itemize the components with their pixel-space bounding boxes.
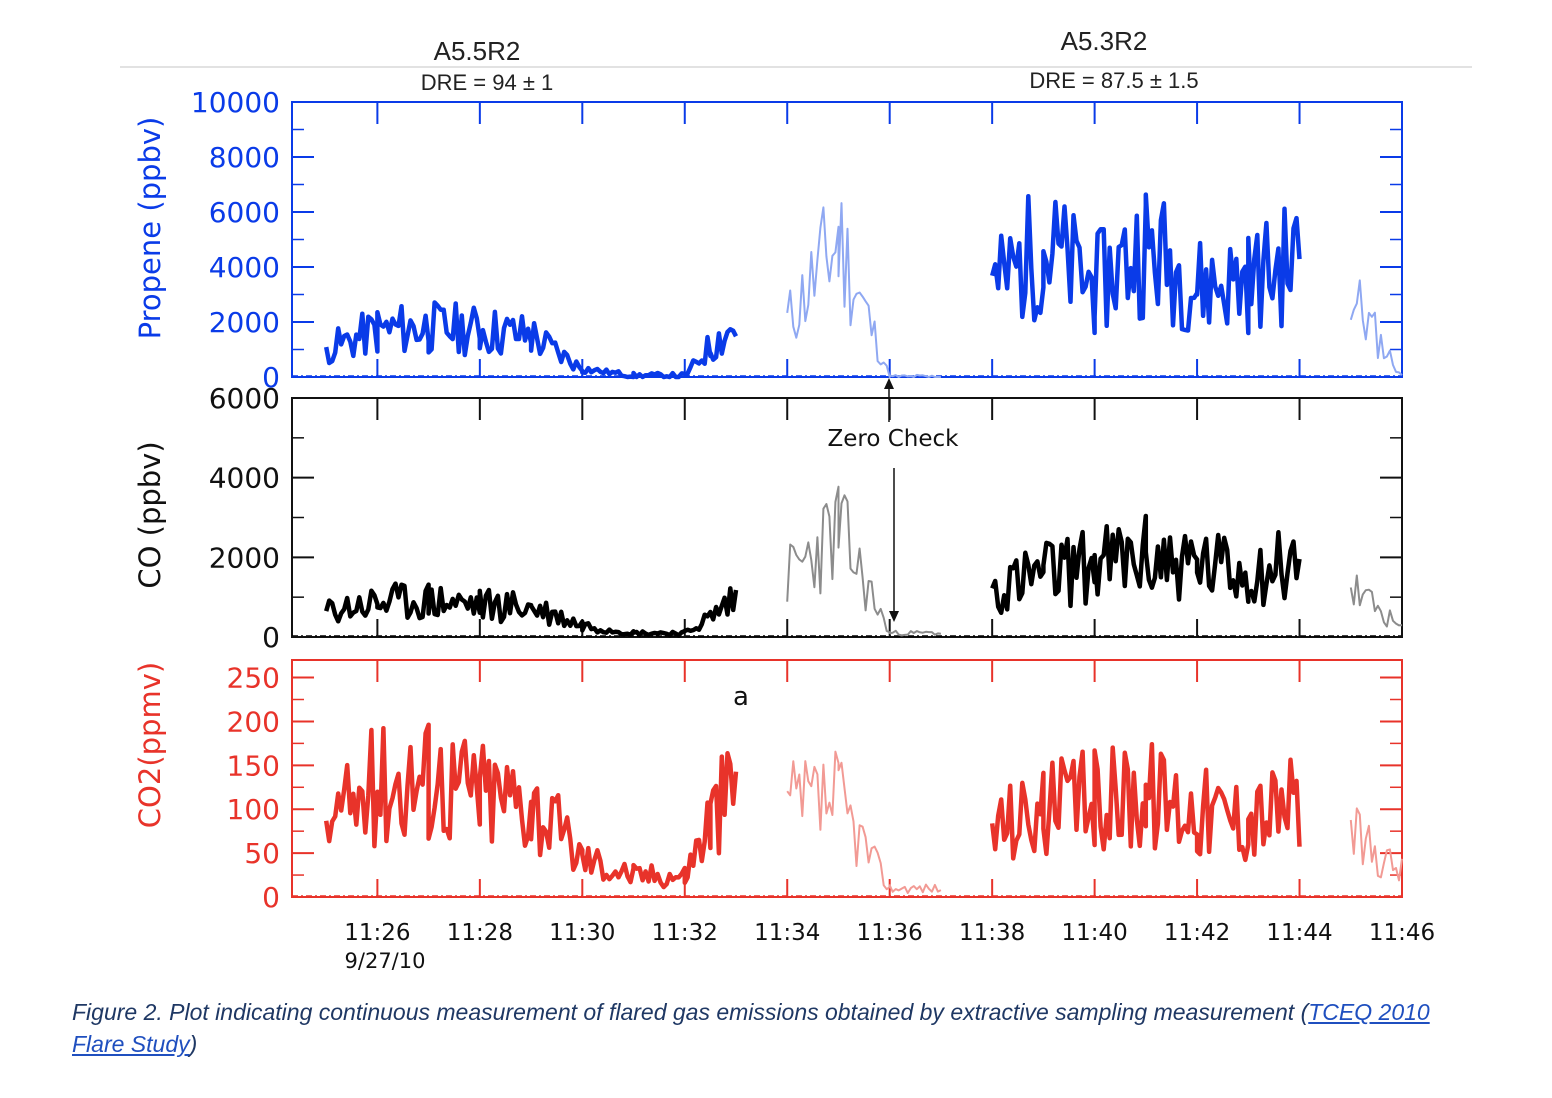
series-light-2 bbox=[786, 485, 942, 637]
series-bold-2 bbox=[324, 581, 739, 638]
y-tick-label-1: 6000 bbox=[209, 196, 280, 229]
x-tick-label: 11:42 bbox=[1164, 920, 1230, 946]
x-tick-label: 11:32 bbox=[652, 920, 718, 946]
series-light-1 bbox=[1349, 279, 1403, 376]
series-bold-1 bbox=[990, 192, 1302, 336]
y-tick-label-3: 100 bbox=[227, 793, 280, 826]
series-bold-1 bbox=[323, 300, 739, 380]
date-label: 9/27/10 bbox=[345, 949, 426, 973]
y-tick-label-2: 0 bbox=[262, 621, 280, 654]
x-tick-label: 11:46 bbox=[1369, 920, 1435, 946]
x-tick-label: 11:30 bbox=[549, 920, 615, 946]
zero-check-arrowhead-up bbox=[884, 378, 894, 389]
y-tick-label-1: 2000 bbox=[209, 306, 280, 339]
series-light-1 bbox=[786, 202, 941, 378]
segment-dre-1: DRE = 94 ± 1 bbox=[421, 70, 554, 95]
x-tick-label: 11:26 bbox=[344, 920, 410, 946]
y-tick-label-1: 10000 bbox=[191, 86, 280, 119]
caption-link[interactable]: TCEQ 2010 Flare Study bbox=[72, 999, 1430, 1057]
y-axis-label-1: Propene (ppbv) bbox=[133, 117, 167, 340]
y-tick-label-1: 4000 bbox=[209, 251, 280, 284]
segment-title-2: A5.3R2 bbox=[1061, 26, 1148, 56]
figure-caption: Figure 2. Plot indicating continuous mea… bbox=[72, 996, 1472, 1060]
y-tick-label-2: 6000 bbox=[209, 382, 280, 415]
y-tick-label-1: 8000 bbox=[209, 141, 280, 174]
flare-emissions-figure: A5.5R2 DRE = 94 ± 1 A5.3R2 DRE = 87.5 ± … bbox=[120, 26, 1472, 973]
series-bold-2 bbox=[990, 513, 1302, 616]
panel-frame-3 bbox=[291, 659, 1403, 898]
series-bold-3 bbox=[989, 741, 1302, 863]
zero-check-arrowhead-down bbox=[889, 611, 899, 622]
panel-label-a: a bbox=[733, 682, 749, 712]
y-tick-label-3: 250 bbox=[227, 662, 280, 695]
x-tick-label: 11:34 bbox=[754, 920, 820, 946]
x-tick-label: 11:36 bbox=[857, 920, 923, 946]
series-light-3 bbox=[1349, 807, 1403, 882]
x-tick-label: 11:40 bbox=[1061, 920, 1127, 946]
y-tick-label-3: 200 bbox=[227, 705, 280, 738]
caption-text-end: ) bbox=[189, 1031, 198, 1057]
y-tick-label-2: 2000 bbox=[209, 541, 280, 574]
series-light-3 bbox=[786, 750, 942, 894]
y-tick-label-2: 4000 bbox=[209, 462, 280, 495]
x-tick-label: 11:38 bbox=[959, 920, 1025, 946]
zero-check-label: Zero Check bbox=[828, 426, 960, 452]
x-tick-label: 11:44 bbox=[1266, 920, 1332, 946]
series-bold-3 bbox=[323, 722, 739, 890]
y-axis-label-3: CO2(ppmv) bbox=[133, 662, 167, 828]
y-tick-label-3: 50 bbox=[244, 837, 280, 870]
caption-text: Figure 2. Plot indicating continuous mea… bbox=[72, 999, 1309, 1025]
series-light-2 bbox=[1349, 574, 1403, 628]
segment-dre-2: DRE = 87.5 ± 1.5 bbox=[1029, 68, 1198, 93]
y-axis-label-2: CO (ppbv) bbox=[133, 441, 167, 588]
y-tick-label-3: 0 bbox=[262, 881, 280, 914]
y-tick-label-1: 0 bbox=[262, 361, 280, 394]
segment-title-1: A5.5R2 bbox=[434, 36, 521, 66]
x-tick-label: 11:28 bbox=[447, 920, 513, 946]
y-tick-label-3: 150 bbox=[227, 749, 280, 782]
